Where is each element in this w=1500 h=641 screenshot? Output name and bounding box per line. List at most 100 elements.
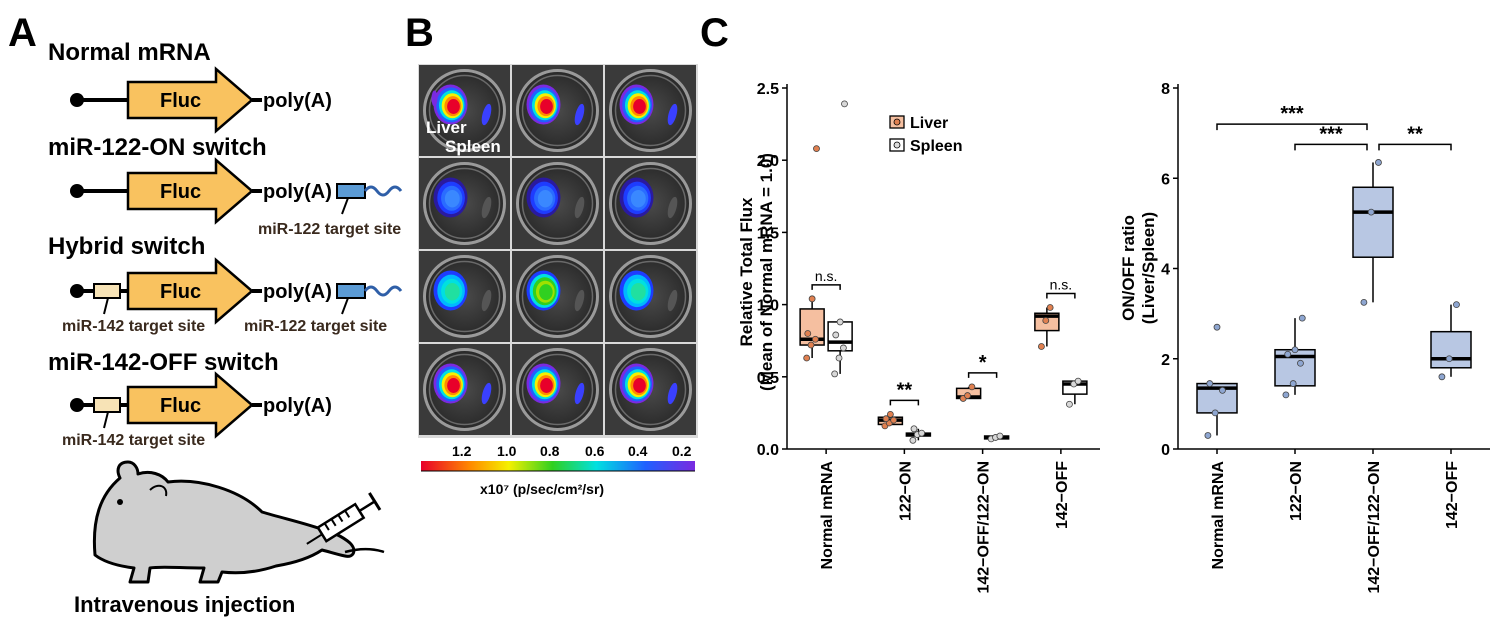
legend: Liver Spleen <box>889 115 962 155</box>
fluc-arrow <box>126 66 254 134</box>
liver-signal <box>444 189 460 208</box>
data-point <box>1438 373 1446 381</box>
data-point <box>831 370 839 378</box>
ratio-box <box>1430 330 1472 369</box>
y-axis-title-line1: ON/OFF ratio <box>1119 215 1138 321</box>
spleen-signal <box>481 289 492 312</box>
polya-label: poly(A) <box>263 395 332 417</box>
well-rim <box>614 353 687 426</box>
color-scale-bar <box>421 461 695 471</box>
site-pointer <box>103 411 109 429</box>
fluc-label: Fluc <box>160 281 201 303</box>
data-point <box>1453 301 1460 309</box>
liver-signal <box>540 99 553 114</box>
construct-mir122-on: miR-122-ON switch Fluc poly(A) miR-122 t… <box>48 134 403 238</box>
data-point <box>807 341 815 349</box>
scale-tick: 0.2 <box>672 443 692 459</box>
significance-bracket <box>967 372 998 378</box>
x-tick-label: 142−OFF/122−ON <box>976 461 993 594</box>
well-rim <box>521 353 594 426</box>
significance-bracket <box>1216 123 1368 131</box>
spleen-signal <box>481 382 492 405</box>
significance-label: ** <box>897 379 913 401</box>
construct-normal-mrna: Normal mRNA Fluc poly(A) <box>48 39 332 134</box>
fluc-label: Fluc <box>160 395 201 417</box>
data-point <box>968 383 976 391</box>
well-rim <box>428 353 501 426</box>
data-point <box>803 354 811 362</box>
significance-label: *** <box>1280 103 1304 125</box>
data-point <box>1213 323 1221 331</box>
scale-tick: 0.6 <box>585 443 605 459</box>
spleen-signal <box>667 382 678 405</box>
fluc-arrow <box>126 157 254 225</box>
mir122-site-label: miR-122 target site <box>258 221 401 238</box>
data-point <box>804 330 812 337</box>
liver-signal <box>447 99 460 114</box>
data-point <box>882 415 890 423</box>
imaging-grid <box>419 65 696 435</box>
y-tick-label: 1.5 <box>757 225 779 242</box>
y-axis-title-line2: (Mean of Normal mRNA = 1.0) <box>757 153 776 391</box>
fluc-label: Fluc <box>160 90 201 112</box>
data-point <box>1046 304 1054 311</box>
y-tick-label: 0 <box>1161 442 1170 459</box>
well-rim <box>614 74 687 147</box>
x-tick-label: Normal mRNA <box>1210 461 1227 570</box>
x-tick-label: 122−ON <box>897 461 914 521</box>
mir142-site-label: miR-142 target site <box>62 432 205 449</box>
site-pointer <box>341 197 349 215</box>
spleen-signal <box>574 382 585 405</box>
fluc-label: Fluc <box>160 181 201 203</box>
data-point <box>1297 359 1304 367</box>
data-point <box>910 425 918 433</box>
spleen-signal <box>667 289 678 312</box>
polya-label: poly(A) <box>263 181 332 203</box>
y-tick-label: 8 <box>1161 81 1170 98</box>
data-point <box>996 432 1004 440</box>
construct-hybrid: Hybrid switch Fluc poly(A) miR-142 targe… <box>48 233 403 335</box>
spleen-signal <box>667 196 678 219</box>
significance-label: n.s. <box>815 268 838 284</box>
construct-title: miR-142-OFF switch <box>48 349 279 376</box>
construct-title: Hybrid switch <box>48 233 205 260</box>
y-axis-title-line1: Relative Total Flux <box>737 197 756 346</box>
data-point <box>1219 386 1226 394</box>
spleen-image-label: Spleen <box>445 137 501 156</box>
panel-c-label: C <box>700 11 729 55</box>
well-rim <box>614 167 687 240</box>
data-point <box>832 331 840 339</box>
syringe-icon <box>306 492 382 545</box>
mrna-tail-icon <box>363 285 403 297</box>
significance-bracket <box>811 284 841 290</box>
spleen-signal <box>574 103 585 126</box>
data-point <box>1038 343 1045 350</box>
spleen-signal <box>481 103 492 126</box>
mir142-site-box <box>93 397 121 413</box>
well-rim <box>428 260 501 333</box>
spleen-signal <box>481 196 492 219</box>
well-rim <box>521 74 594 147</box>
scale-tick: 0.4 <box>628 443 648 459</box>
data-point <box>808 295 816 303</box>
spleen-signal <box>574 196 585 219</box>
mir142-site-box <box>93 283 121 299</box>
data-point <box>839 344 847 352</box>
data-point <box>1291 346 1299 354</box>
scale-tick: 0.8 <box>540 443 560 459</box>
data-point <box>1042 317 1050 324</box>
liver-signal <box>447 378 460 393</box>
y-tick-label: 2 <box>1161 352 1170 369</box>
liver-signal <box>630 282 646 301</box>
liver-signal <box>540 378 553 393</box>
ratio-box <box>1352 186 1394 258</box>
y-axis-title-line2: (Liver/Spleen) <box>1139 212 1158 324</box>
significance-label: n.s. <box>1050 276 1073 292</box>
liver-signal <box>537 189 553 208</box>
well-rim <box>614 260 687 333</box>
x-tick-label: 122−ON <box>1288 461 1305 521</box>
significance-label: ** <box>1407 123 1423 145</box>
x-tick-label: 142−OFF <box>1444 461 1461 529</box>
significance-bracket <box>1378 143 1452 151</box>
